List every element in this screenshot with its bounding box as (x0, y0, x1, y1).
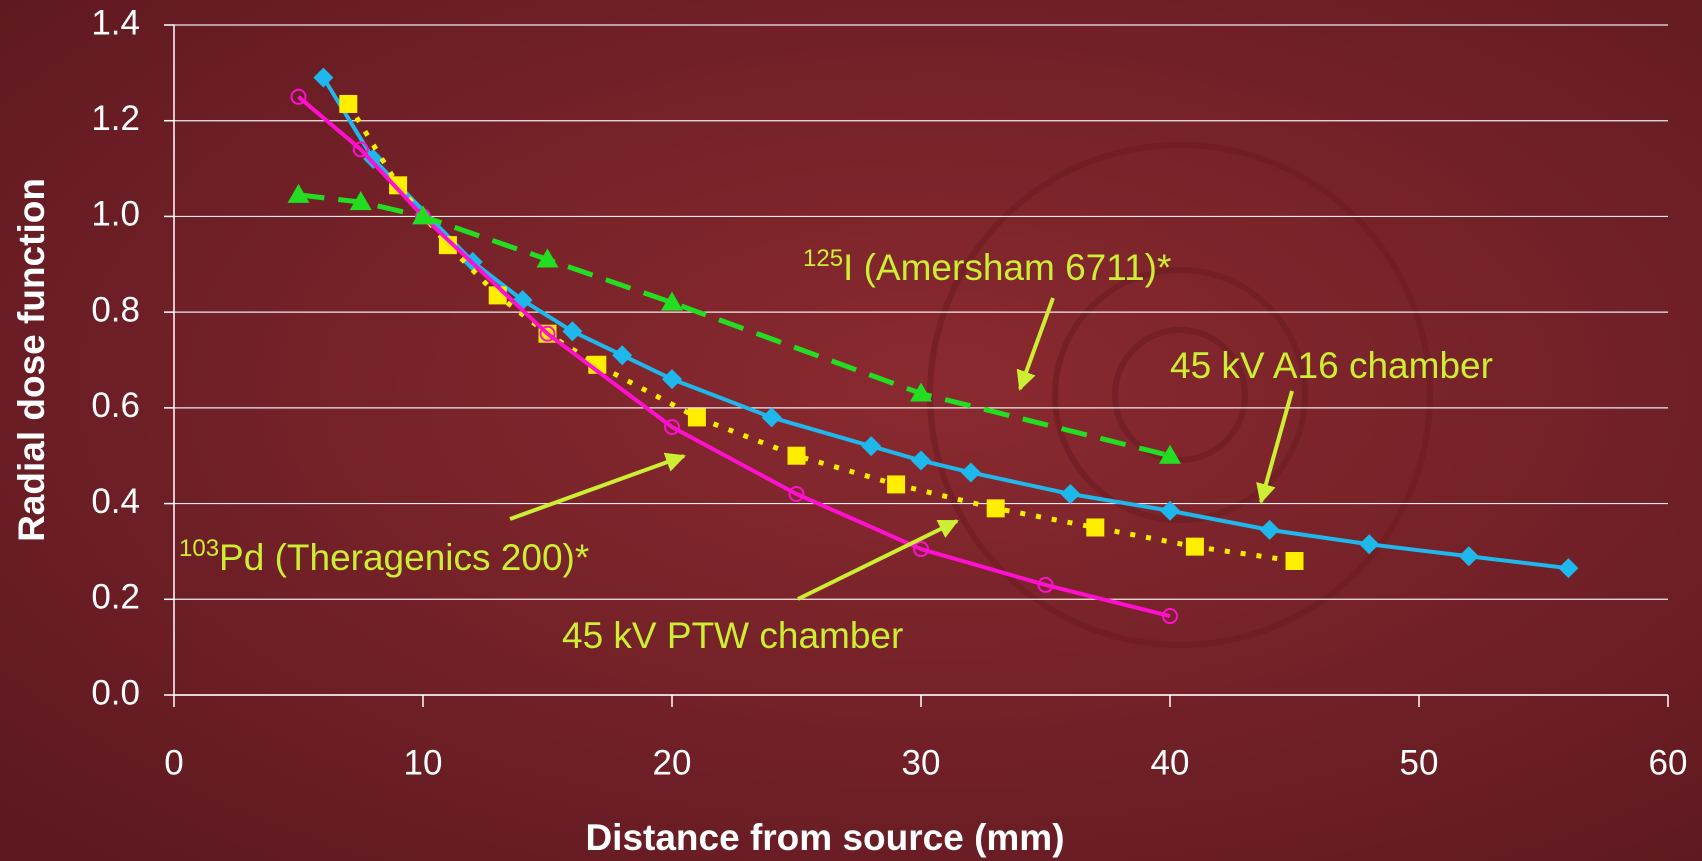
annotation: 45 kV A16 chamber (1170, 345, 1493, 386)
x-tick-label: 20 (653, 743, 692, 782)
annotation: 125I (Amersham 6711)* (803, 245, 1171, 288)
data-point (688, 408, 706, 426)
x-axis-label: Distance from source (mm) (585, 817, 1064, 858)
y-tick-label: 1.0 (91, 195, 140, 234)
y-tick-label: 1.4 (91, 3, 140, 42)
annotation-text: 45 kV PTW chamber (562, 615, 903, 656)
x-tick-label: 60 (1649, 743, 1688, 782)
y-tick-label: 0.8 (91, 290, 140, 329)
x-tick-label: 30 (902, 743, 941, 782)
data-point (1186, 538, 1204, 556)
y-tick-label: 0.6 (91, 386, 140, 425)
y-tick-label: 0.0 (91, 673, 140, 712)
annotation-text: 45 kV A16 chamber (1170, 345, 1493, 386)
x-tick-label: 10 (404, 743, 443, 782)
data-point (339, 95, 357, 113)
y-axis-label: Radial dose function (11, 178, 52, 542)
data-point (788, 447, 806, 465)
y-tick-label: 1.2 (91, 99, 140, 138)
data-point (1086, 519, 1104, 537)
chart: Distance from source (mm) Radial dose fu… (0, 0, 1702, 861)
annotation-superscript: 125 (803, 245, 843, 272)
data-point (887, 475, 905, 493)
data-point (987, 499, 1005, 517)
x-tick-label: 40 (1151, 743, 1190, 782)
annotation: 103Pd (Theragenics 200)* (179, 535, 589, 578)
annotation-text: Pd (Theragenics 200)* (219, 537, 589, 578)
x-tick-label: 0 (164, 743, 183, 782)
annotation-text: I (Amersham 6711)* (843, 247, 1171, 288)
x-tick-label: 50 (1400, 743, 1439, 782)
y-tick-label: 0.4 (91, 482, 140, 521)
background (0, 0, 1702, 861)
annotation-superscript: 103 (179, 535, 219, 562)
y-tick-label: 0.2 (91, 578, 140, 617)
annotation: 45 kV PTW chamber (562, 615, 903, 656)
data-point (1286, 552, 1304, 570)
